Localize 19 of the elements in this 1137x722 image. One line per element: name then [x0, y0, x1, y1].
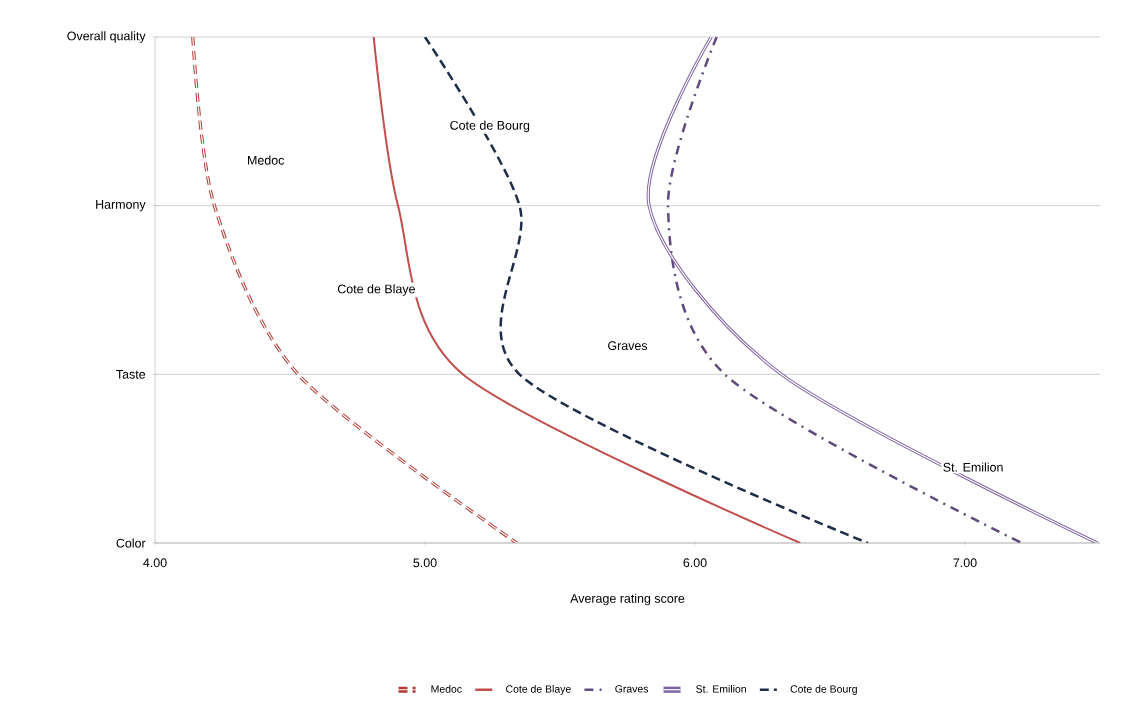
- legend-label: Cote de Bourg: [790, 685, 857, 695]
- text: Cote de Bourg: [450, 120, 530, 133]
- x-tick-label: 4.00: [143, 558, 167, 568]
- x-tick-label: 6.00: [683, 558, 707, 568]
- x-tick-label: 5.00: [413, 558, 437, 568]
- x-axis-title: Average rating score: [570, 593, 685, 606]
- legend-label: Graves: [615, 685, 649, 693]
- text: Medoc: [248, 155, 285, 165]
- text: St. Emilion: [943, 462, 1003, 472]
- y-tick-label: Taste: [116, 370, 146, 379]
- legend-label: Medoc: [431, 685, 462, 693]
- text: Graves: [608, 341, 648, 351]
- legend-label: St. Emilion: [696, 685, 746, 693]
- y-tick-label: Overall quality: [67, 31, 146, 43]
- y-tick-label: Color: [116, 538, 146, 548]
- x-tick-label: 7.00: [953, 558, 977, 568]
- legend-label: Cote de Blaye: [506, 685, 571, 695]
- y-tick-label: Harmony: [96, 200, 146, 212]
- text: Cote de Blaye: [337, 284, 415, 296]
